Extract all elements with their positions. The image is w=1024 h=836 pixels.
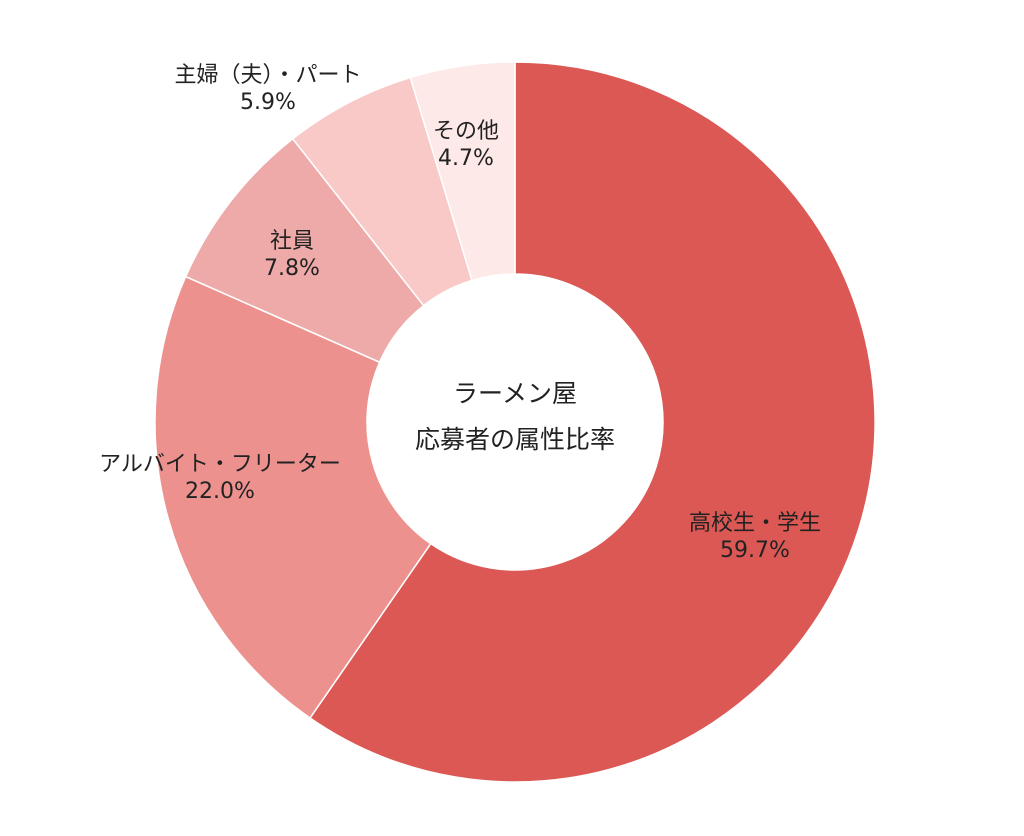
slice-label-2: アルバイト・フリーター xyxy=(99,452,341,477)
slice-value-label-1: 59.7% xyxy=(720,538,790,563)
slice-1 xyxy=(308,61,876,783)
slice-value-label-3: 7.8% xyxy=(264,256,320,281)
chart-subtitle: 応募者の属性比率 xyxy=(415,425,615,454)
slice-5 xyxy=(409,61,516,282)
slice-label-1: 高校生・学生 xyxy=(689,511,821,536)
slice-value-label-2: 22.0% xyxy=(185,479,255,504)
donut-center: ラーメン屋 応募者の属性比率 xyxy=(415,379,615,454)
slice-value-label-4: 5.9% xyxy=(240,90,296,115)
slice-label-5: その他 xyxy=(433,119,499,144)
slice-value-label-5: 4.7% xyxy=(438,146,494,171)
slice-2 xyxy=(154,275,432,719)
slice-label-4: 主婦（夫）・パート xyxy=(174,63,361,88)
donut-slices xyxy=(154,61,876,783)
chart-title: ラーメン屋 xyxy=(453,379,577,408)
slice-label-3: 社員 xyxy=(270,229,314,254)
